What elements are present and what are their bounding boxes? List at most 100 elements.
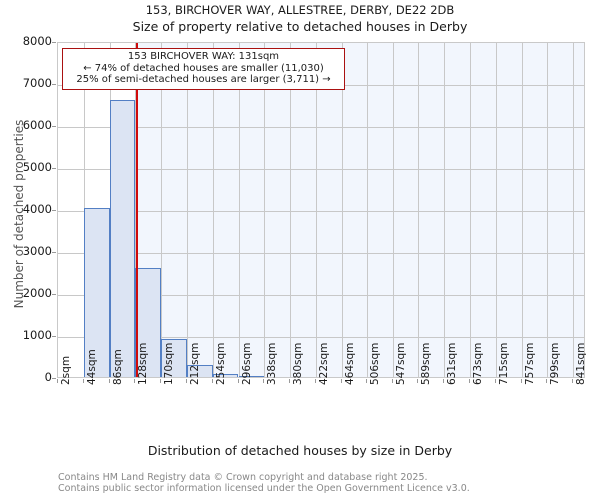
y-axis-label: Number of detached properties: [12, 119, 26, 309]
y-axis-tick-label: 5000: [22, 160, 52, 174]
x-axis-tick-label: 44sqm: [85, 349, 98, 385]
histogram-bar: [83, 208, 110, 377]
plot-area: [57, 42, 585, 378]
y-axis-ticks: 0 1000 2000 3000 4000 5000 6000 7000 8000: [0, 35, 56, 383]
gridline: [495, 43, 497, 377]
histogram-bar: [186, 364, 213, 377]
x-axis-tick-mark: [494, 379, 496, 383]
gridline: [290, 43, 292, 377]
x-axis-tick-label: 380sqm: [292, 342, 305, 385]
x-axis-ticks: 2sqm 44sqm 86sqm 128sqm 170sqm 212sqm 254sqm 29…: [57, 343, 587, 439]
y-axis-tick-mark: [52, 336, 56, 337]
y-axis-tick-mark: [52, 294, 56, 295]
x-axis-tick-label: 338sqm: [266, 342, 279, 385]
x-axis-tick-mark: [82, 379, 84, 383]
x-axis-tick-label: 212sqm: [188, 342, 201, 385]
y-axis-tick-label: 3000: [22, 244, 52, 258]
x-axis-tick-mark: [263, 379, 265, 383]
x-axis-tick-label: 464sqm: [343, 342, 356, 385]
y-axis-tick-mark: [52, 126, 56, 127]
x-axis-tick-mark: [340, 379, 342, 383]
gridline: [238, 43, 240, 377]
y-axis-tick-label: 8000: [22, 34, 52, 48]
gridline: [161, 43, 163, 377]
x-axis-tick-label: 631sqm: [446, 342, 459, 385]
gridline: [521, 43, 523, 377]
x-axis-tick-mark: [237, 379, 239, 383]
x-axis-tick-mark: [185, 379, 187, 383]
gridline: [58, 127, 584, 128]
x-axis-tick-label: 254sqm: [214, 342, 227, 385]
y-axis-tick-label: 1000: [22, 328, 52, 342]
x-axis-tick-label: 715sqm: [497, 342, 510, 385]
x-axis-tick-mark: [108, 379, 110, 383]
y-axis-tick-mark: [52, 378, 56, 379]
gridline: [186, 43, 188, 377]
x-axis-tick-mark: [289, 379, 291, 383]
histogram-bar: [109, 99, 136, 377]
gridline: [58, 337, 584, 338]
histogram-bar: [212, 373, 239, 377]
histogram-bar: [238, 376, 265, 377]
annotation-line-1: 153 BIRCHOVER WAY: 131sqm: [127, 51, 280, 62]
gridline: [547, 43, 549, 377]
chart-title-block: 153, BIRCHOVER WAY, ALLESTREE, DERBY, DE…: [0, 2, 600, 35]
footer-line-2: Contains public sector information licen…: [58, 483, 470, 494]
gridline: [573, 43, 575, 377]
x-axis-tick-label: 757sqm: [523, 342, 536, 385]
larger-than-shaded-region: [137, 43, 584, 377]
annotation-box: 153 BIRCHOVER WAY: 131sqm ← 74% of detac…: [62, 48, 345, 90]
x-axis-tick-label: 547sqm: [394, 342, 407, 385]
x-axis-tick-label: 170sqm: [163, 342, 176, 385]
x-axis-tick-label: 296sqm: [240, 342, 253, 385]
gridline: [315, 43, 317, 377]
x-axis-tick-label: 673sqm: [471, 342, 484, 385]
x-axis-tick-label: 2sqm: [60, 355, 72, 385]
gridline: [418, 43, 420, 377]
x-axis-label: Distribution of detached houses by size …: [147, 443, 453, 458]
x-axis-tick-mark: [391, 379, 393, 383]
x-axis-tick-label: 799sqm: [549, 342, 562, 385]
y-axis-tick-mark: [52, 168, 56, 169]
x-axis-tick-label: 589sqm: [420, 342, 433, 385]
y-axis-tick-mark: [52, 210, 56, 211]
gridline: [58, 295, 584, 296]
gridline: [58, 253, 584, 254]
gridline: [135, 43, 137, 377]
x-axis-tick-label: 422sqm: [317, 342, 330, 385]
footer-line-1: Contains HM Land Registry data © Crown c…: [58, 472, 428, 483]
y-axis-tick-label: 4000: [22, 202, 52, 216]
footer-attribution: Contains HM Land Registry data © Crown c…: [58, 472, 598, 494]
x-axis-tick-mark: [546, 379, 548, 383]
x-axis-tick-label: 128sqm: [137, 342, 150, 385]
property-size-marker-line: [136, 43, 139, 377]
x-axis-tick-label: 841sqm: [575, 342, 588, 385]
x-axis-tick-mark: [314, 379, 316, 383]
x-axis-tick-label: 86sqm: [111, 349, 124, 385]
page-title: 153, BIRCHOVER WAY, ALLESTREE, DERBY, DE…: [145, 3, 455, 17]
gridline: [58, 169, 584, 170]
gridline: [212, 43, 214, 377]
gridline: [444, 43, 446, 377]
x-axis-tick-mark: [417, 379, 419, 383]
x-axis-tick-mark: [468, 379, 470, 383]
annotation-line-2: ← 74% of detached houses are smaller (11…: [83, 62, 324, 74]
x-axis-tick-mark: [443, 379, 445, 383]
histogram-bar: [135, 267, 162, 377]
y-axis-tick-label: 0: [44, 370, 52, 384]
gridline: [469, 43, 471, 377]
x-axis-tick-mark: [366, 379, 368, 383]
annotation-line-3: 25% of semi-detached houses are larger (…: [76, 74, 331, 85]
y-axis-tick-label: 2000: [22, 286, 52, 300]
x-axis-tick-mark: [572, 379, 574, 383]
x-axis-tick-mark: [160, 379, 162, 383]
y-axis-tick-label: 7000: [22, 76, 52, 90]
gridline: [341, 43, 343, 377]
y-axis-tick-mark: [52, 42, 56, 43]
gridline: [367, 43, 369, 377]
chart-subtitle: Size of property relative to detached ho…: [132, 19, 468, 34]
gridline: [392, 43, 394, 377]
histogram-bar: [161, 339, 187, 377]
y-axis-tick-label: 6000: [22, 118, 52, 132]
